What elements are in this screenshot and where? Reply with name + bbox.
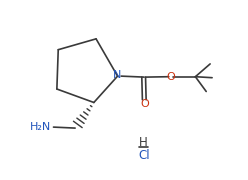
Text: H: H <box>139 136 148 149</box>
Text: H₂N: H₂N <box>30 122 51 132</box>
Text: N: N <box>112 70 121 80</box>
Text: O: O <box>166 72 175 82</box>
Text: O: O <box>140 99 149 109</box>
Text: Cl: Cl <box>138 149 150 163</box>
